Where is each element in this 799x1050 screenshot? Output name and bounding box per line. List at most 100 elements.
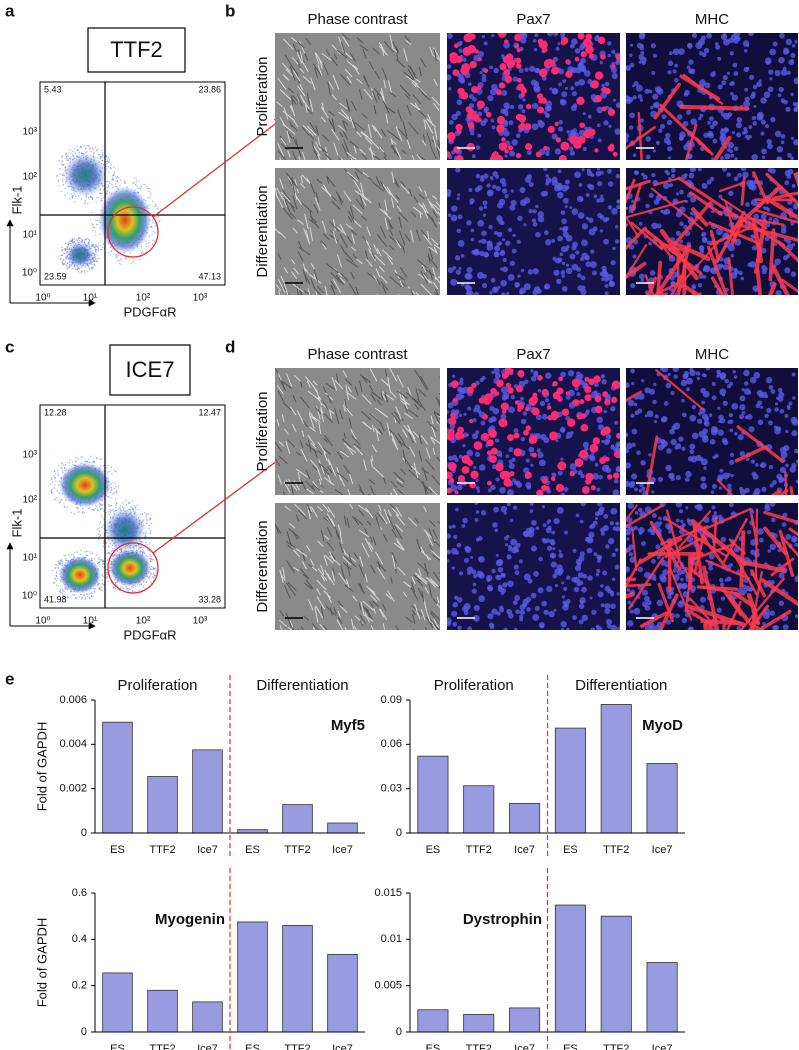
nucleus [778,57,785,64]
nucleus [553,31,558,36]
nucleus [744,130,748,134]
event-dot [117,551,118,552]
pax7-nucleus [501,402,509,410]
pax7-nucleus [604,399,610,405]
event-dot [68,243,69,244]
event-dot [103,465,104,466]
nucleus [494,252,498,256]
nucleus [548,403,551,406]
nucleus [649,389,655,395]
nucleus [741,166,746,171]
nucleus [476,145,481,150]
pax7-nucleus [496,124,505,133]
event-dot [145,582,146,583]
event-dot [90,147,91,148]
event-dot [75,268,76,269]
event-dot [74,513,75,514]
nucleus [495,373,501,379]
event-dot [57,578,58,579]
nucleus [733,71,738,76]
pax7-nucleus [496,89,502,95]
event-dot [65,188,66,189]
nucleus [736,132,741,137]
nucleus [667,146,672,151]
nucleus [604,439,610,445]
event-dot [96,261,97,262]
nucleus [524,67,528,71]
nucleus [712,120,718,126]
nucleus [729,149,733,153]
pax7-nucleus [517,403,524,410]
nucleus [533,209,537,213]
event-dot [114,172,115,173]
pax7-nucleus [450,413,456,419]
nucleus [723,75,728,80]
event-dot [90,219,91,220]
pax7-nucleus [539,69,548,78]
nucleus [484,41,488,45]
pax7-nucleus [481,433,489,441]
event-dot [119,263,120,264]
pax7-nucleus [584,386,591,393]
event-dot [97,510,98,511]
event-dot [148,204,149,205]
pax7-nucleus [555,122,559,126]
pax7-nucleus [598,37,605,44]
event-dot [74,201,75,202]
nucleus [734,268,738,272]
event-dot [75,152,76,153]
pax7-nucleus [530,396,538,404]
nucleus [711,426,718,433]
pax7-nucleus [483,68,488,73]
event-dot [120,586,121,587]
nucleus [479,464,486,471]
event-dot [133,261,134,262]
event-dot [119,549,120,550]
nucleus [717,407,720,410]
pax7-nucleus [517,48,521,52]
event-dot [60,259,61,260]
nucleus [611,260,616,265]
event-dot [117,176,118,177]
nucleus [521,419,527,425]
event-dot [101,157,102,158]
nucleus [468,82,472,86]
nucleus [736,36,740,40]
event-dot [62,462,63,463]
event-dot [61,255,62,256]
event-dot [96,457,97,458]
nucleus [727,72,730,75]
nucleus [505,113,509,117]
event-dot [120,505,121,506]
event-dot [110,511,111,512]
event-dot [80,594,81,595]
nucleus [562,261,565,264]
pax7-nucleus [575,458,584,467]
nucleus [727,420,731,424]
nucleus [614,129,620,135]
nucleus [673,374,677,378]
event-dot [108,545,109,546]
event-dot [95,246,96,247]
event-dot [145,542,146,543]
event-dot [108,581,109,582]
event-dot [143,184,144,185]
y-tick-label: 10⁰ [22,591,37,602]
nucleus [652,94,658,100]
pax7-nucleus [479,397,485,403]
nucleus [580,474,584,478]
nucleus [488,225,492,229]
pax7-nucleus [521,88,527,94]
event-dot [146,514,147,515]
nucleus [638,61,641,64]
nucleus [679,131,686,138]
event-dot [72,196,73,197]
event-dot [148,242,149,243]
y-tick-label: 10⁰ [22,268,37,279]
event-dot [150,561,151,562]
nucleus [682,413,687,418]
event-dot [155,204,156,205]
x-tick-label: 10¹ [83,616,98,627]
nucleus [616,102,622,108]
event-dot [99,557,100,558]
